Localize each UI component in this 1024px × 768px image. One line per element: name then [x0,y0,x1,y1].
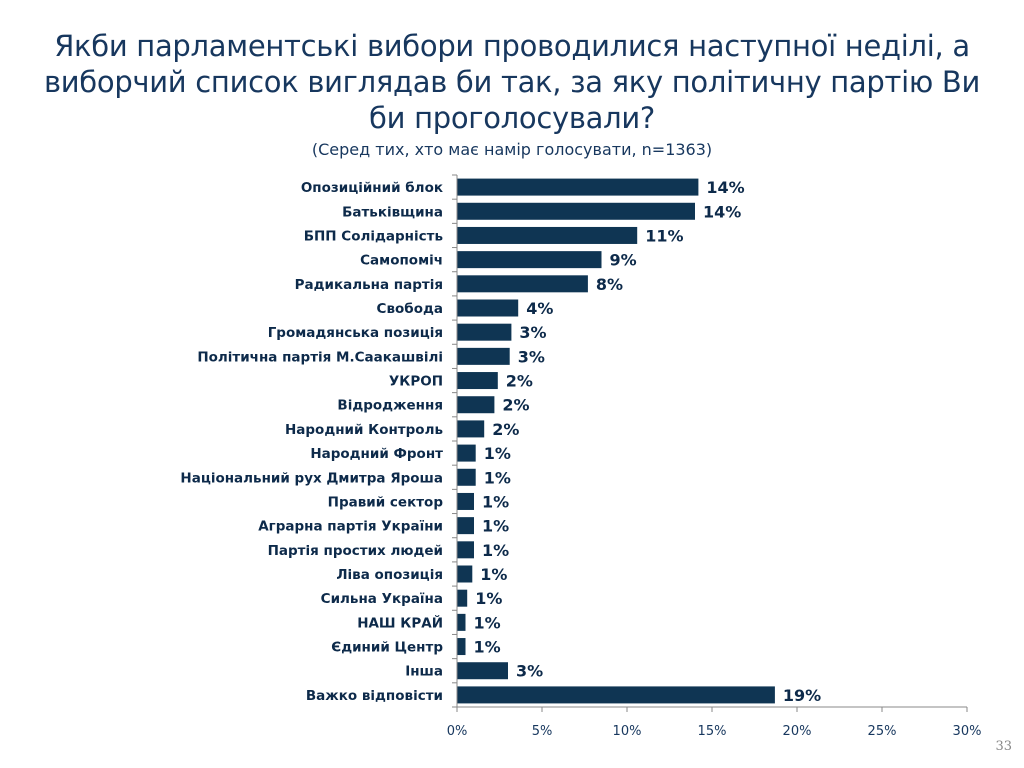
bar [457,396,495,414]
category-label: Свобода [377,301,443,317]
bar [457,565,473,583]
x-tick-label: 25% [868,724,897,739]
x-tick-label: 20% [783,724,812,739]
bar [457,323,512,341]
category-label: Правий сектор [328,494,444,510]
data-label: 1% [475,589,502,608]
bar [457,275,588,293]
data-label: 8% [596,275,623,294]
category-label: Національний рух Дмитра Яроша [180,470,443,486]
bar [457,613,466,631]
bar [457,638,466,656]
bar [457,444,476,462]
data-label: 3% [519,323,546,342]
data-label: 1% [474,638,501,657]
category-label: Батьківщина [342,204,443,220]
data-label: 2% [492,420,519,439]
data-label: 9% [610,251,637,270]
data-label: 14% [703,202,741,221]
category-label: Аграрна партія України [258,519,443,535]
data-label: 3% [516,662,543,681]
bar [457,202,695,220]
bar [457,299,519,317]
data-label: 2% [506,372,533,391]
bar [457,468,476,486]
category-label: Сильна Україна [321,591,443,607]
category-label: Громадянська позиція [268,325,443,341]
bar [457,420,485,438]
bar [457,178,699,196]
data-label: 14% [706,178,744,197]
bar [457,686,775,704]
data-label: 4% [526,299,553,318]
x-tick-label: 0% [447,724,468,739]
data-label: 1% [484,444,511,463]
bar [457,372,498,390]
bar [457,589,468,607]
data-label: 1% [482,541,509,560]
data-label: 11% [645,226,683,245]
data-label: 1% [480,565,507,584]
category-label: Самопоміч [360,253,443,269]
page-number: 33 [995,739,1012,754]
data-label: 1% [474,613,501,632]
bar [457,492,474,510]
bar [457,226,638,244]
category-label: Народний Фронт [310,446,443,462]
category-label: Важко відповісти [306,688,443,704]
category-label: Ліва опозиція [336,567,443,583]
bar [457,347,510,365]
x-tick-label: 5% [532,724,553,739]
category-label: Політична партія М.Саакашвілі [197,349,443,365]
category-label: НАШ КРАЙ [357,614,443,631]
chart-subtitle: (Серед тих, хто має намір голосувати, n=… [311,140,713,159]
chart-title: Якби парламентські вибори проводилися на… [43,29,981,135]
x-tick-label: 10% [613,724,642,739]
x-tick-label: 15% [698,724,727,739]
data-label: 2% [502,396,529,415]
axis-layer: 0% 5% 10% 15% 20% 25% 30% [447,174,982,739]
category-label: Опозиційний блок [301,180,443,196]
bar [457,541,474,559]
bar [457,662,508,680]
category-label: Єдиний Центр [331,640,443,656]
data-label: 1% [484,468,511,487]
category-label: Інша [405,664,443,680]
data-label: 3% [518,347,545,366]
category-label: Народний Контроль [285,422,443,438]
data-label: 19% [783,686,821,705]
bar [457,517,474,535]
x-tick-label: 30% [953,724,982,739]
category-label: Відродження [337,398,443,414]
bars-layer: Опозиційний блок 14% Батьківщина 14% БПП Сол… [180,178,821,705]
category-label: УКРОП [389,374,443,390]
category-label: Партія простих людей [268,543,443,559]
data-label: 1% [482,517,509,536]
data-label: 1% [482,492,509,511]
category-label: БПП Солідарність [304,228,443,244]
bar [457,251,602,269]
category-label: Радикальна партія [295,277,443,293]
